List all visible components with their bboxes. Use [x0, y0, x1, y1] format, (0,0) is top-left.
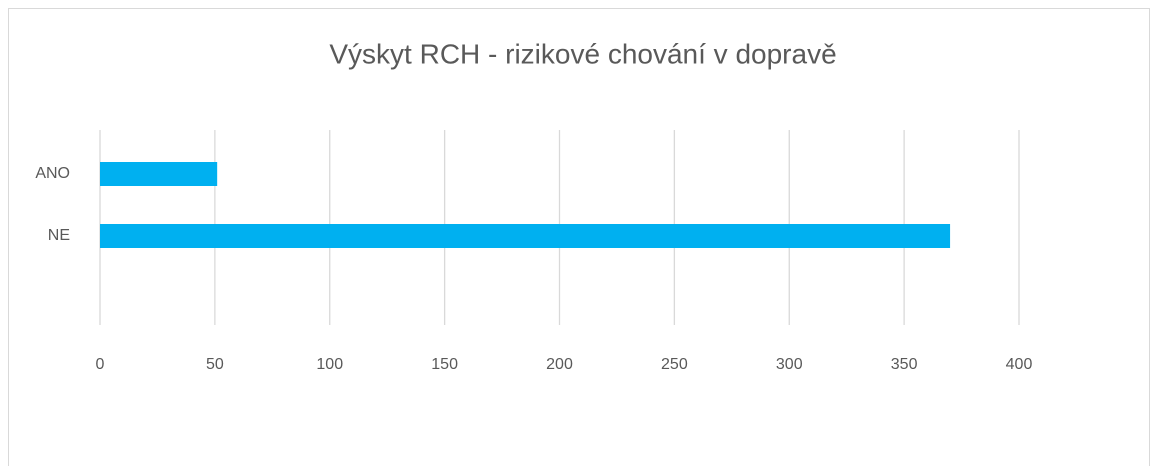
x-tick-label: 100	[316, 356, 343, 373]
x-tick-label: 400	[1006, 356, 1033, 373]
bar	[100, 224, 951, 248]
x-tick-label: 250	[661, 356, 688, 373]
x-tick-label: 0	[96, 356, 105, 373]
x-tick-label: 300	[776, 356, 803, 373]
bar	[100, 162, 218, 186]
x-tick-label: 200	[546, 356, 573, 373]
y-tick-label: ANO	[35, 165, 70, 182]
y-tick-label: NE	[48, 227, 70, 244]
x-tick-label: 150	[431, 356, 458, 373]
chart-title: Výskyt RCH - rizikové chování v dopravě	[329, 38, 836, 69]
x-tick-label: 350	[891, 356, 918, 373]
x-tick-label: 50	[206, 356, 224, 373]
